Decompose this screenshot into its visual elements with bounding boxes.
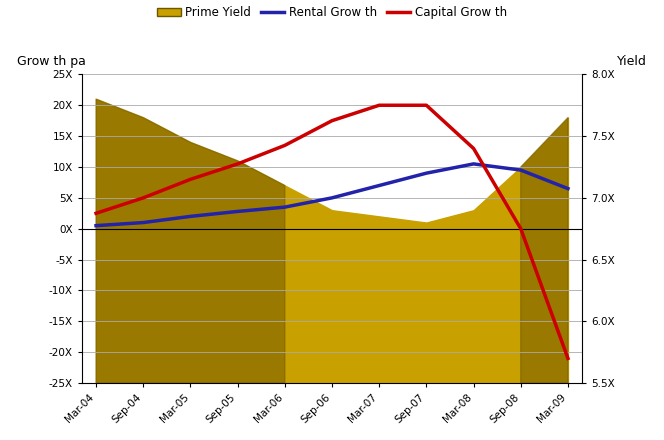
Legend: Prime Yield, Rental Grow th, Capital Grow th: Prime Yield, Rental Grow th, Capital Gro… xyxy=(152,1,512,24)
Text: Yield: Yield xyxy=(618,55,647,68)
Text: Grow th pa: Grow th pa xyxy=(17,55,86,68)
